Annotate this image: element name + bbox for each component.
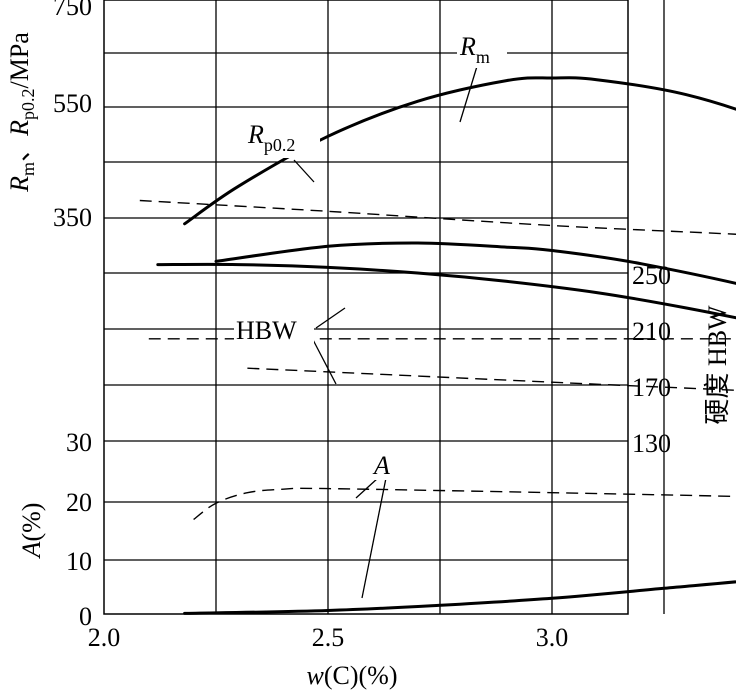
annotation-leader-2 — [315, 307, 346, 329]
hbw-solid-series — [156, 262, 736, 320]
rm-dashed-series — [139, 199, 736, 235]
x-axis-title: w(C)(%) — [307, 661, 398, 690]
y-tick-label-strength: 750 — [53, 0, 92, 21]
y-tick-label-strength: 550 — [53, 89, 92, 118]
annotation-a: A — [372, 451, 390, 480]
y-tick-label-strength: 350 — [53, 203, 92, 232]
grid — [103, 0, 665, 615]
plot-frame — [103, 0, 629, 615]
label-mask-3 — [370, 450, 394, 480]
x-tick-label: 3.0 — [536, 623, 569, 652]
label-mask-0 — [457, 28, 507, 68]
y-tick-label-hardness: 170 — [632, 373, 671, 402]
y-axis-title-strength: Rm、Rp0.2/MPa — [5, 32, 38, 193]
x-tick-label: 2.0 — [88, 623, 121, 652]
annotation-leader-5 — [361, 477, 387, 599]
annotation-rp02: Rp0.2 — [247, 120, 295, 155]
y-axis-title-elongation: A(%) — [17, 503, 46, 560]
y-tick-label-hardness: 250 — [632, 261, 671, 290]
y-tick-label-hardness: 130 — [632, 429, 671, 458]
x-tick-label: 2.5 — [312, 623, 345, 652]
annotation-leaders — [293, 62, 479, 599]
hbw-dashed-series — [247, 367, 736, 391]
a-solid-series — [183, 580, 736, 615]
annotation-rm: Rm — [459, 32, 490, 67]
a-dashed-series — [193, 487, 736, 521]
label-mask-1 — [244, 118, 320, 158]
rp0-2-solid-series — [214, 241, 736, 285]
annotation-hbw: HBW — [236, 316, 297, 345]
y-tick-label-elongation: 20 — [66, 488, 92, 517]
label-mask-2 — [234, 312, 314, 348]
y-tick-label-elongation: 30 — [66, 428, 92, 457]
y-axis-title-hardness: 硬度 HBW — [703, 305, 732, 425]
labels: 2.02.53.03.54.07505503502502101701303020… — [5, 0, 732, 690]
y-tick-label-hardness: 210 — [632, 317, 671, 346]
annotation-leader-0 — [459, 62, 479, 123]
annotation-leader-3 — [309, 333, 337, 385]
annotation-leader-1 — [293, 159, 315, 183]
y-tick-label-elongation: 10 — [66, 547, 92, 576]
annotation-leader-4 — [355, 477, 379, 499]
y-tick-label-elongation: 0 — [79, 602, 92, 631]
